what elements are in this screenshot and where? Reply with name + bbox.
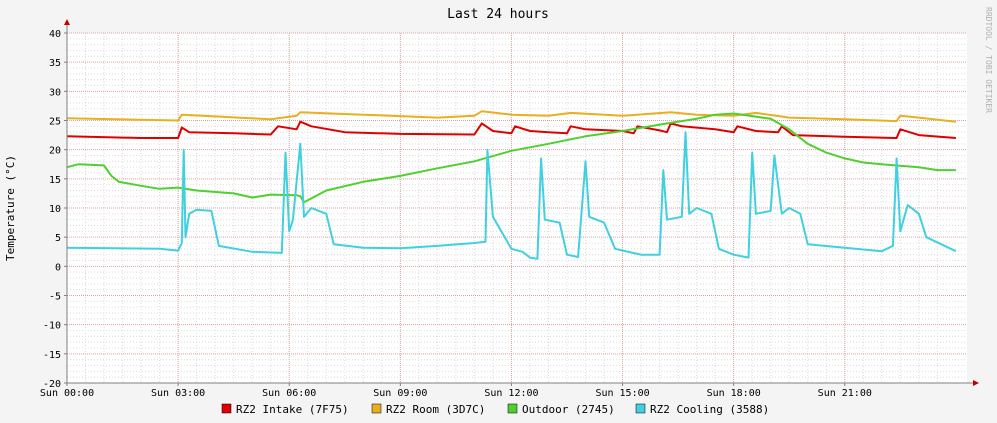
x-tick-label: Sun 03:00 [151,388,205,399]
series-line-1 [66,110,957,123]
x-tick-label: Sun 00:00 [40,388,94,399]
y-tick-label: 30 [49,87,61,98]
x-tick-label: Sun 15:00 [595,388,649,399]
series-lines [66,110,957,260]
y-axis-arrow [64,19,70,25]
y-tick-label: 20 [49,146,61,157]
x-tick-label: Sun 21:00 [818,388,872,399]
chart-title: Last 24 hours [447,7,549,22]
y-tick-label: -15 [43,350,61,361]
legend-swatch-3 [635,403,646,414]
legend-swatch-1 [371,403,382,414]
legend-swatch-0 [221,403,232,414]
x-axis-arrow [973,380,979,386]
y-tick-label: 10 [49,204,61,215]
legend-label-2: Outdoor (2745) [522,403,615,416]
y-tick-label: -5 [49,292,61,303]
y-axis-label: Temperature (°C) [4,155,17,261]
grid [66,32,967,384]
series-line-2 [66,112,956,204]
y-tick-label: 35 [49,58,61,69]
y-tick-label: 25 [49,117,61,128]
watermark: RRDTOOL / TOBI OETIKER [984,7,993,113]
y-tick-label: 15 [49,175,61,186]
legend-label-3: RZ2 Cooling (3588) [650,403,769,416]
legend-label-0: RZ2 Intake (7F75) [236,403,349,416]
legend: RZ2 Intake (7F75) RZ2 Room (3D7C) Outdoor … [221,403,769,416]
tick-labels: -20 -15 -10 -5 0 5 10 15 20 25 30 35 40 Sun 00:00 Sun … [40,29,872,399]
x-tick-label: Sun 09:00 [373,388,427,399]
x-tick-label: Sun 18:00 [707,388,761,399]
y-tick-label: 5 [55,233,61,244]
y-tick-label: -20 [43,379,61,390]
y-tick-label: 0 [55,262,61,273]
legend-swatch-2 [507,403,518,414]
series-line-0 [66,120,956,139]
y-tick-label: -10 [43,321,61,332]
x-tick-label: Sun 06:00 [262,388,316,399]
axes [64,19,979,386]
y-tick-label: 40 [49,29,61,40]
legend-label-1: RZ2 Room (3D7C) [386,403,485,416]
x-tick-label: Sun 12:00 [484,388,538,399]
series-line-3 [66,131,957,260]
